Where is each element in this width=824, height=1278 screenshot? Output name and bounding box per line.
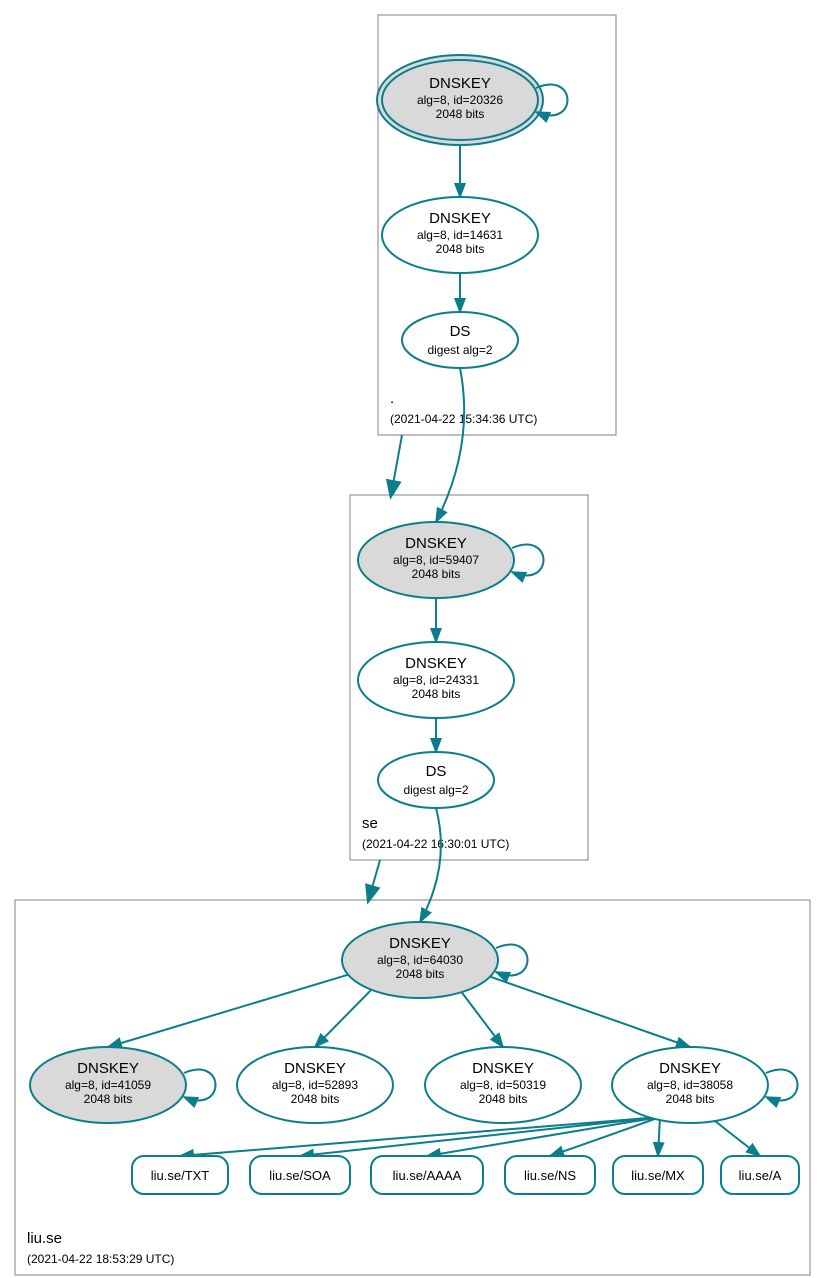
svg-text:liu.se/A: liu.se/A [739, 1168, 782, 1183]
svg-text:2048 bits: 2048 bits [436, 242, 485, 256]
svg-text:DNSKEY: DNSKEY [429, 210, 491, 227]
svg-text:digest alg=2: digest alg=2 [403, 783, 468, 797]
svg-text:liu.se/TXT: liu.se/TXT [151, 1168, 210, 1183]
svg-text:DNSKEY: DNSKEY [405, 655, 467, 672]
svg-text:alg=8, id=24331: alg=8, id=24331 [393, 673, 479, 687]
svg-text:DS: DS [426, 763, 447, 780]
svg-text:DNSKEY: DNSKEY [429, 75, 491, 92]
node-se_ds [378, 752, 494, 808]
edge [315, 986, 375, 1047]
edge-record [180, 1117, 660, 1156]
svg-text:DNSKEY: DNSKEY [659, 1060, 721, 1077]
svg-text:2048 bits: 2048 bits [436, 107, 485, 121]
dnssec-diagram: .(2021-04-22 15:34:36 UTC)se(2021-04-22 … [0, 0, 824, 1278]
svg-text:alg=8, id=59407: alg=8, id=59407 [393, 553, 479, 567]
svg-text:(2021-04-22 18:53:29 UTC): (2021-04-22 18:53:29 UTC) [27, 1252, 174, 1266]
svg-text:liu.se/NS: liu.se/NS [524, 1168, 576, 1183]
svg-text:2048 bits: 2048 bits [84, 1092, 133, 1106]
svg-text:liu.se/AAAA: liu.se/AAAA [393, 1168, 462, 1183]
svg-text:2048 bits: 2048 bits [412, 687, 461, 701]
svg-text:DNSKEY: DNSKEY [77, 1060, 139, 1077]
svg-text:alg=8, id=14631: alg=8, id=14631 [417, 228, 503, 242]
svg-text:2048 bits: 2048 bits [291, 1092, 340, 1106]
edge [436, 368, 464, 522]
svg-text:2048 bits: 2048 bits [412, 567, 461, 581]
svg-text:alg=8, id=38058: alg=8, id=38058 [647, 1078, 733, 1092]
svg-text:DNSKEY: DNSKEY [472, 1060, 534, 1077]
svg-text:alg=8, id=64030: alg=8, id=64030 [377, 953, 463, 967]
svg-text:alg=8, id=52893: alg=8, id=52893 [272, 1078, 358, 1092]
edge-record [658, 1117, 660, 1156]
svg-text:alg=8, id=41059: alg=8, id=41059 [65, 1078, 151, 1092]
svg-text:2048 bits: 2048 bits [396, 967, 445, 981]
svg-text:2048 bits: 2048 bits [479, 1092, 528, 1106]
edge-record [427, 1117, 660, 1156]
edge-record [710, 1117, 760, 1156]
svg-text:2048 bits: 2048 bits [666, 1092, 715, 1106]
svg-text:liu.se: liu.se [27, 1230, 62, 1247]
svg-text:alg=8, id=20326: alg=8, id=20326 [417, 93, 503, 107]
svg-text:DNSKEY: DNSKEY [389, 935, 451, 952]
svg-text:liu.se/MX: liu.se/MX [631, 1168, 685, 1183]
svg-text:DNSKEY: DNSKEY [405, 535, 467, 552]
svg-text:liu.se/SOA: liu.se/SOA [269, 1168, 331, 1183]
edge [484, 974, 690, 1047]
svg-text:alg=8, id=50319: alg=8, id=50319 [460, 1078, 546, 1092]
svg-text:se: se [362, 815, 378, 832]
svg-text:.: . [390, 390, 394, 407]
svg-text:DNSKEY: DNSKEY [284, 1060, 346, 1077]
edge [420, 808, 441, 922]
svg-text:(2021-04-22 16:30:01 UTC): (2021-04-22 16:30:01 UTC) [362, 837, 509, 851]
edge [108, 973, 355, 1047]
svg-text:digest alg=2: digest alg=2 [427, 343, 492, 357]
edge [459, 988, 503, 1047]
zone-arrow [370, 860, 380, 895]
zone-arrow [392, 435, 402, 490]
svg-text:DS: DS [450, 323, 471, 340]
node-root_ds [402, 312, 518, 368]
